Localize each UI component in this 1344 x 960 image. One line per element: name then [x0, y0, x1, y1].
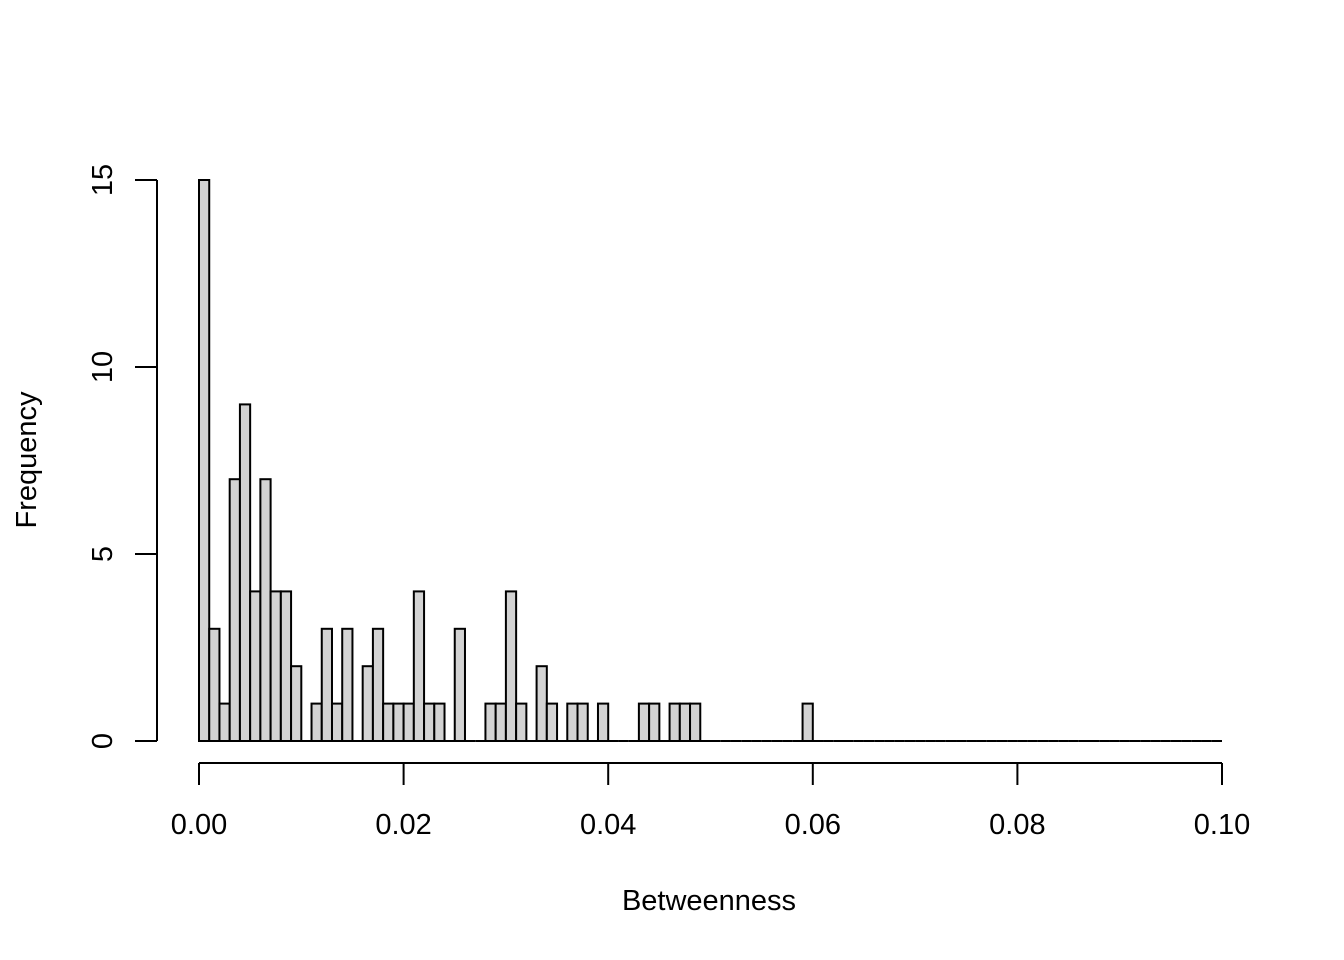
- histogram-bar: [310, 702, 323, 742]
- histogram-bar: [320, 627, 333, 742]
- y-tick-label: 15: [87, 164, 119, 196]
- x-axis: 0.00 0.02 0.04 0.06 0.08 0.10: [171, 762, 1250, 841]
- histogram-bar: [515, 702, 528, 742]
- y-axis-title: Frequency: [11, 391, 43, 529]
- histogram-bar: [433, 702, 446, 742]
- histogram-bar: [269, 590, 282, 743]
- histogram-bar: [423, 702, 436, 742]
- histogram-bar: [290, 665, 303, 743]
- histogram-bar: [392, 702, 405, 742]
- histogram-bar: [279, 590, 293, 743]
- histogram-bar: [371, 627, 385, 742]
- histogram-bar: [576, 702, 589, 742]
- x-tick-label: 0.06: [785, 809, 841, 841]
- histogram-bar: [361, 665, 374, 743]
- x-tick-label: 0.00: [171, 809, 227, 841]
- histogram-bar: [218, 702, 231, 742]
- histogram-bar: [545, 702, 559, 742]
- x-tick-label: 0.10: [1194, 809, 1250, 841]
- histogram-bar: [412, 590, 426, 743]
- histogram-bar: [504, 590, 518, 743]
- histogram-bar: [494, 702, 507, 742]
- histogram-bar: [249, 590, 262, 743]
- histogram-bar: [198, 179, 211, 742]
- histogram-bar: [484, 702, 497, 742]
- y-axis: 0 5 10 15: [87, 164, 158, 749]
- histogram-bar: [382, 702, 395, 742]
- histogram-bar: [330, 702, 344, 742]
- histogram-bar: [228, 478, 241, 742]
- histogram-bar: [596, 702, 610, 742]
- histogram-bar: [535, 665, 548, 743]
- y-tick-label: 10: [87, 351, 119, 383]
- y-tick-label: 0: [87, 733, 119, 749]
- histogram-bar: [637, 702, 651, 742]
- histogram-bar: [259, 478, 272, 742]
- histogram-bar: [453, 627, 466, 742]
- histogram-bar: [648, 702, 661, 742]
- x-tick-label: 0.04: [580, 809, 636, 841]
- histogram-bar: [208, 627, 221, 742]
- x-axis-title: Betweenness: [622, 885, 796, 917]
- histogram-bar: [566, 702, 579, 742]
- histogram-bar: [801, 702, 814, 742]
- y-tick-label: 5: [87, 546, 119, 562]
- histogram-bar: [668, 702, 681, 742]
- histogram-bar: [341, 627, 354, 742]
- histogram-bar: [402, 702, 415, 742]
- x-tick-label: 0.08: [989, 809, 1045, 841]
- histogram-bar: [689, 702, 702, 742]
- histogram-bars: [198, 179, 1222, 743]
- x-tick-label: 0.02: [375, 809, 431, 841]
- histogram-bar: [678, 702, 692, 742]
- histogram-bar: [238, 403, 252, 742]
